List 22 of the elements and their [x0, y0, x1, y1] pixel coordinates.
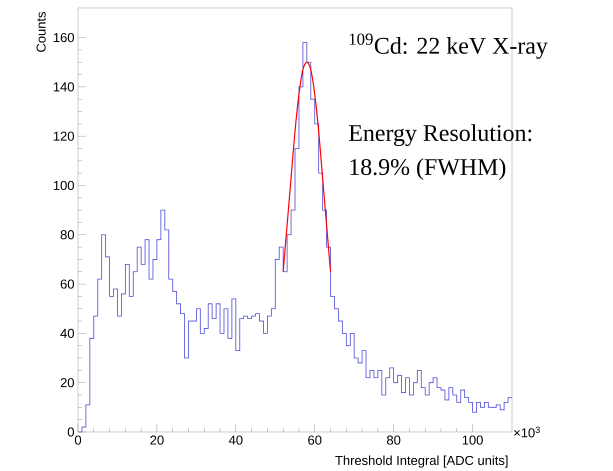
x-axis-title: Threshold Integral [ADC units]	[335, 456, 508, 468]
x-tick-label: 0	[74, 436, 82, 445]
annotation: 18.9% (FWHM)	[350, 158, 506, 180]
y-tick-label: 20	[60, 378, 74, 388]
y-tick-label: 80	[60, 230, 74, 240]
text: ×10$^{3}$	[514, 426, 540, 438]
x-tick-label: 100	[462, 436, 483, 445]
y-tick-label: 120	[54, 132, 74, 141]
x-tick-label: 60	[308, 436, 322, 445]
y-tick-label: 140	[54, 82, 74, 92]
annotation: Energy Resolution:	[348, 124, 532, 146]
annotation: $^{109}$Cd: 22 keV X-ray	[350, 34, 548, 59]
y-tick-label: 0	[68, 427, 74, 437]
x-tick-label: 80	[387, 436, 400, 445]
y-axis-title: Counts	[36, 12, 46, 52]
x-tick-label: 20	[150, 436, 164, 445]
y-tick-label: 60	[60, 279, 74, 289]
line-series	[282, 62, 332, 272]
x-tick-label: 40	[228, 436, 243, 445]
y-tick-label: 160	[54, 32, 74, 42]
y-tick-label: 40	[60, 328, 74, 338]
y-tick-label: 100	[54, 180, 74, 190]
